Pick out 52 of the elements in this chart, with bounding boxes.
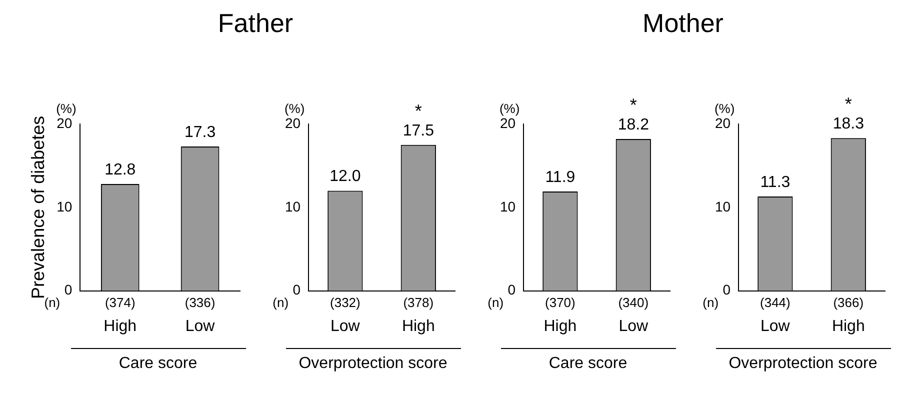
x-tick-label: High	[104, 318, 137, 335]
x-axis-title: Care score	[70, 348, 246, 373]
text: (374)	[104, 294, 136, 310]
text: (%)	[56, 101, 76, 116]
text: (n)	[702, 294, 719, 310]
y-tick-label: 20	[284, 114, 301, 131]
y-tick-label: 10	[500, 198, 516, 214]
data-label: 17.3	[184, 124, 216, 141]
x-tick-label: Low	[760, 318, 790, 335]
x-tick-label: High	[832, 318, 865, 335]
text: (344)	[760, 294, 790, 310]
text: (%)	[499, 101, 520, 116]
y-tick-label: 10	[56, 198, 72, 214]
data-label: 18.3	[832, 116, 864, 133]
text: (%)	[284, 101, 305, 116]
data-label: 11.3	[760, 174, 790, 191]
y-tick-label: 20	[56, 114, 72, 131]
y-tick-label: 0	[722, 282, 731, 298]
chart-title: Father	[216, 8, 294, 40]
text: (378)	[403, 294, 434, 310]
data-label: 18.2	[618, 116, 650, 134]
x-axis-title: Care score	[500, 348, 676, 373]
y-tick-label: 10	[284, 198, 301, 214]
text: (n)	[272, 294, 289, 310]
text: (366)	[833, 294, 864, 310]
chart-title: Mother	[642, 8, 724, 40]
y-tick-label: 0	[508, 282, 516, 298]
data-label: 11.9	[545, 168, 576, 186]
text: (336)	[184, 294, 216, 310]
x-tick-label: Low	[330, 318, 360, 335]
text: (n)	[488, 294, 504, 310]
annotation: *	[414, 100, 422, 121]
text: (%)	[714, 101, 735, 116]
y-tick-label: 0	[64, 282, 72, 298]
y-tick-label: 20	[500, 114, 516, 131]
y-tick-label: 20	[714, 114, 731, 131]
data-label: 12.8	[104, 161, 136, 178]
y-tick-label: 0	[292, 282, 301, 298]
annotation: *	[844, 94, 852, 114]
y-tick-label: 10	[714, 198, 731, 214]
x-axis-title: Overprotection score	[286, 348, 460, 373]
x-tick-label: High	[402, 318, 435, 335]
x-tick-label: Low	[618, 318, 649, 335]
text: (370)	[545, 294, 576, 310]
data-label: 17.5	[402, 122, 434, 140]
data-label: 12.0	[330, 168, 361, 186]
text: (332)	[330, 294, 360, 310]
x-tick-label: Low	[185, 318, 216, 335]
text: (340)	[618, 294, 649, 310]
annotation: *	[630, 94, 637, 115]
x-axis-title: Overprotection score	[716, 348, 890, 373]
x-tick-label: High	[544, 318, 577, 335]
